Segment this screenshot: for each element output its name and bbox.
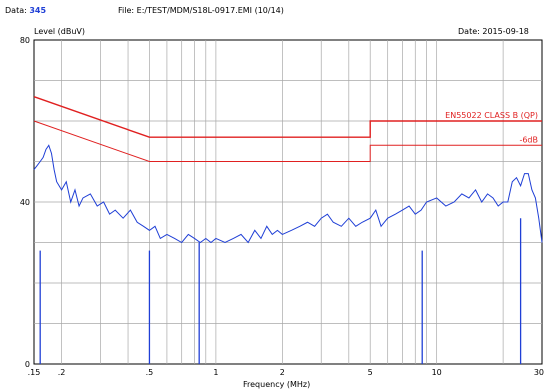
- x-tick-label: 2: [280, 368, 285, 377]
- limit-lines: [33, 96, 542, 162]
- data-id-value: 345: [29, 6, 47, 15]
- x-tick-label: 30: [534, 368, 544, 377]
- file-label: File:: [118, 6, 135, 15]
- y-tick-label: 0: [25, 360, 30, 369]
- data-id: Data: 345: [5, 6, 46, 16]
- x-tick-label: 1: [213, 368, 218, 377]
- y-tick-label: 40: [20, 198, 30, 207]
- x-tick-label: .2: [58, 368, 66, 377]
- y-tick-labels: 80 40 0: [20, 36, 30, 369]
- x-tick-label: .15: [28, 368, 41, 377]
- data-id-label: Data:: [5, 6, 27, 15]
- measurement-trace: [33, 144, 543, 244]
- date-value: 2015-09-18: [482, 27, 529, 36]
- date-label: Date:: [458, 27, 480, 36]
- x-tick-label: .5: [146, 368, 154, 377]
- data-series: [33, 144, 543, 364]
- limit-line-1: [33, 96, 542, 138]
- x-tick-label: 5: [368, 368, 373, 377]
- limit-line-2: [33, 120, 542, 162]
- y-axis-title: Level (dBuV): [34, 27, 86, 36]
- date-info: Date: 2015-09-18: [458, 27, 529, 37]
- file-suffix: (10/14): [254, 6, 284, 15]
- x-tick-label: 10: [432, 368, 442, 377]
- x-axis-title: Frequency (MHz): [243, 380, 311, 389]
- y-tick-label: 80: [20, 36, 30, 45]
- limit-line-label-1: EN55022 CLASS B (QP): [445, 111, 538, 120]
- x-tick-labels: .15 .2 .5 1 2 5 10 30: [28, 368, 544, 377]
- limit-line-label-2: -6dB: [519, 135, 538, 144]
- limit-labels: EN55022 CLASS B (QP) -6dB: [445, 111, 538, 144]
- file-info: File: E:/TEST/MDM/S18L-0917.EMI (10/14): [118, 6, 284, 16]
- file-path: E:/TEST/MDM/S18L-0917.EMI: [136, 6, 253, 15]
